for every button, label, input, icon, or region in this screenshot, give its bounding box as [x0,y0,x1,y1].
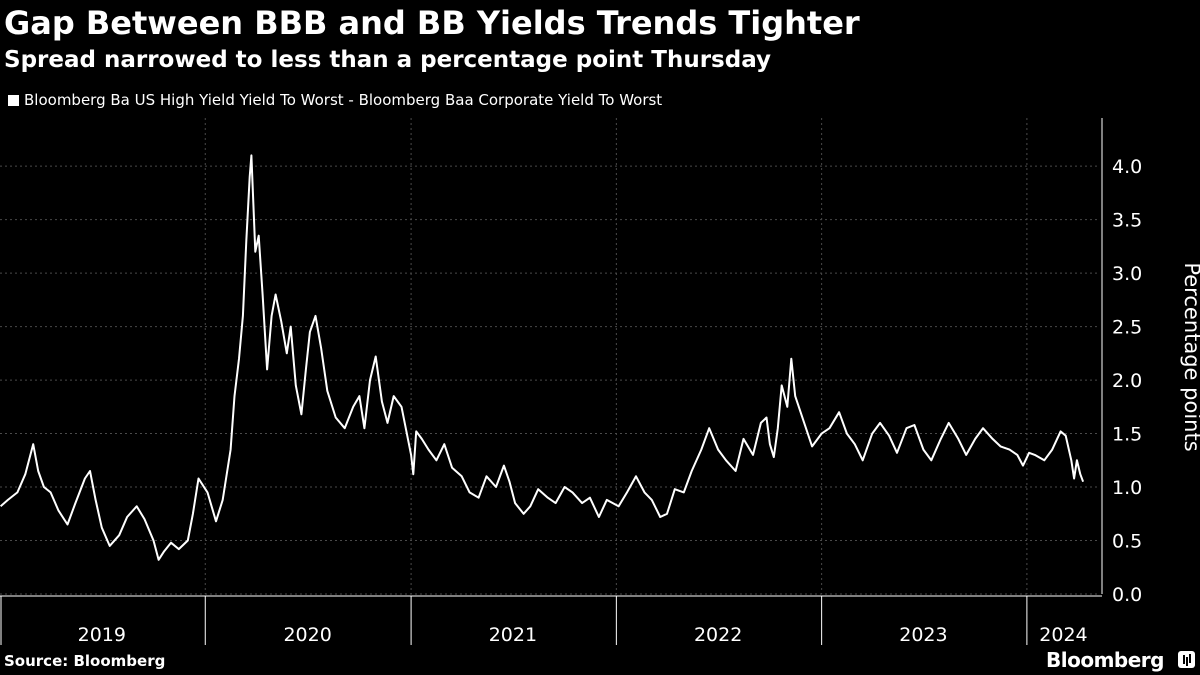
y-tick-label: 4.0 [1112,156,1142,178]
chart-title: Gap Between BBB and BB Yields Trends Tig… [4,4,860,42]
y-tick-label: 2.5 [1112,317,1142,339]
x-tick-label: 2020 [283,624,331,646]
y-tick-label: 0.5 [1112,531,1142,553]
bloomberg-logo: Bloomberg [1046,648,1164,672]
x-tick-label: 2023 [899,624,947,646]
axes: 4.0 3.5 3.0 2.5 2.0 1.5 1.0 0.5 0.0 2019 2020 2021 2… [0,118,1142,646]
chart-subtitle: Spread narrowed to less than a percentag… [4,47,771,73]
series [0,154,1085,561]
bloomberg-chart-icon [1178,651,1195,668]
source-note: Source: Bloomberg [4,652,166,670]
y-tick-label: 1.5 [1112,424,1142,446]
x-tick-label: 2022 [694,624,742,646]
legend-label: Bloomberg Ba US High Yield Yield To Wors… [24,91,663,109]
series-line [0,154,1085,561]
legend-swatch [8,94,19,106]
x-tick-label: 2021 [489,624,537,646]
y-tick-label: 0.0 [1112,584,1142,606]
y-tick-label: 3.5 [1112,210,1142,232]
y-axis-label: Percentage points [1180,262,1200,451]
x-tick-label: 2024 [1039,624,1087,646]
y-tick-label: 3.0 [1112,263,1142,285]
grid [0,118,1100,595]
legend: Bloomberg Ba US High Yield Yield To Wors… [8,90,662,110]
y-tick-label: 2.0 [1112,370,1142,392]
x-tick-label: 2019 [78,624,126,646]
y-tick-label: 1.0 [1112,477,1142,499]
